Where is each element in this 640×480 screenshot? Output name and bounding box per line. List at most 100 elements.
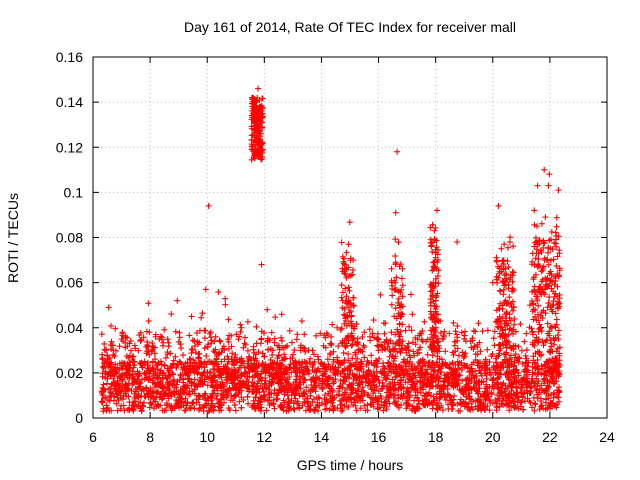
background-noise-point	[191, 338, 198, 345]
background-noise-point	[407, 384, 414, 391]
data-point	[202, 286, 209, 293]
background-noise-point	[343, 249, 350, 256]
background-noise-point	[518, 347, 525, 354]
background-noise-point	[131, 342, 138, 349]
background-noise-point	[555, 327, 562, 334]
background-noise-point	[99, 351, 106, 358]
y-tick-label: 0.08	[56, 230, 83, 246]
background-noise-point	[429, 352, 436, 359]
data-point	[431, 227, 438, 234]
background-noise-point	[195, 350, 202, 357]
background-noise-point	[274, 395, 281, 402]
background-noise-point	[360, 342, 367, 349]
background-noise-point	[550, 256, 557, 263]
background-noise-point	[215, 289, 222, 296]
background-noise-point	[429, 293, 436, 300]
background-noise-point	[189, 337, 196, 344]
background-noise-point	[241, 340, 248, 347]
x-tick-label: 12	[257, 429, 273, 445]
background-noise-point	[225, 316, 232, 323]
data-point	[506, 239, 513, 246]
background-noise-point	[470, 327, 477, 334]
background-noise-point	[329, 321, 336, 328]
background-noise-point	[186, 332, 193, 339]
background-noise-point	[338, 239, 345, 246]
background-noise-point	[409, 311, 416, 318]
background-noise-point	[535, 302, 542, 309]
background-noise-point	[116, 343, 123, 350]
background-noise-point	[164, 336, 171, 343]
y-axis-title: ROTI / TECUs	[5, 193, 21, 283]
data-point	[434, 207, 441, 214]
background-noise-point	[535, 256, 542, 263]
background-noise-point	[278, 311, 285, 318]
background-noise-point	[534, 182, 541, 189]
background-noise-point	[501, 241, 508, 248]
data-point	[555, 187, 562, 194]
background-noise-point	[407, 291, 414, 298]
background-noise-point	[306, 407, 313, 414]
background-noise-point	[452, 328, 459, 335]
x-tick-label: 18	[428, 429, 444, 445]
background-noise-point	[546, 294, 553, 301]
background-noise-point	[237, 321, 244, 328]
background-noise-point	[402, 327, 409, 334]
y-tick-label: 0.12	[56, 139, 83, 155]
background-noise-point	[346, 219, 353, 226]
background-noise-point	[257, 340, 264, 347]
x-tick-label: 20	[485, 429, 501, 445]
data-point	[531, 207, 538, 214]
background-noise-point	[461, 332, 468, 339]
data-point	[238, 324, 245, 331]
background-noise-point	[542, 214, 549, 221]
background-noise-point	[501, 272, 508, 279]
data-point	[102, 347, 109, 354]
background-noise-point	[532, 255, 539, 262]
background-noise-point	[338, 408, 345, 415]
data-point	[545, 182, 552, 189]
background-noise-point	[272, 314, 279, 321]
background-noise-point	[269, 351, 276, 358]
background-noise-point	[345, 284, 352, 291]
background-noise-point	[553, 223, 560, 230]
background-noise-point	[161, 361, 168, 368]
background-noise-point	[199, 310, 206, 317]
background-noise-point	[553, 316, 560, 323]
background-noise-point	[392, 253, 399, 260]
background-noise-point	[168, 310, 175, 317]
background-noise-point	[380, 407, 387, 414]
background-noise-point	[238, 404, 245, 411]
background-noise-point	[328, 340, 335, 347]
background-noise-point	[244, 347, 251, 354]
data-point	[394, 148, 401, 155]
data-point	[174, 297, 181, 304]
background-noise-point	[244, 393, 251, 400]
background-noise-point	[427, 299, 434, 306]
background-noise-point	[268, 329, 275, 336]
background-noise-point	[338, 282, 345, 289]
background-noise-point	[188, 350, 195, 357]
background-noise-point	[389, 292, 396, 299]
x-tick-label: 6	[89, 429, 97, 445]
background-noise-point	[376, 380, 383, 387]
background-noise-point	[380, 360, 387, 367]
background-noise-point	[307, 355, 314, 362]
x-tick-label: 24	[599, 429, 615, 445]
background-noise-point	[119, 329, 126, 336]
background-noise-point	[506, 294, 513, 301]
background-noise-point	[208, 334, 215, 341]
background-noise-point	[167, 350, 174, 357]
background-noise-point	[186, 405, 193, 412]
data-point	[255, 85, 262, 92]
background-noise-point	[271, 405, 278, 412]
background-noise-point	[101, 346, 108, 353]
background-noise-point	[354, 355, 361, 362]
background-noise-point	[529, 250, 536, 257]
background-noise-point	[100, 381, 107, 388]
background-noise-point	[244, 318, 251, 325]
background-noise-point	[504, 258, 511, 265]
y-tick-label: 0.04	[56, 320, 83, 336]
background-noise-point	[161, 326, 168, 333]
background-noise-point	[137, 337, 144, 344]
